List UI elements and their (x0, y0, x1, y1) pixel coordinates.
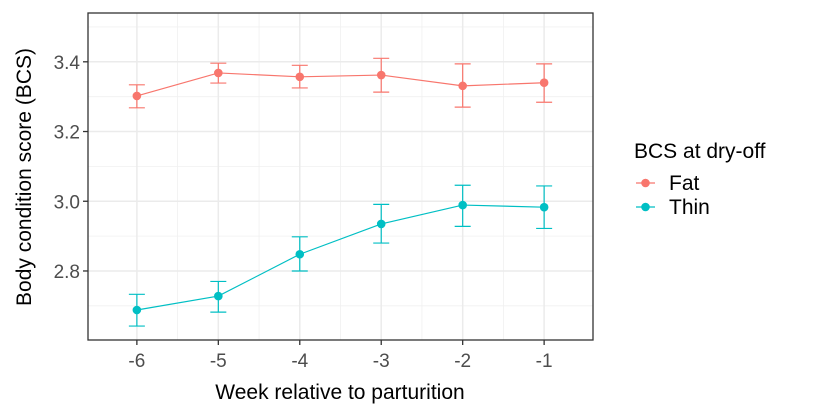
y-tick-label: 2.8 (54, 262, 80, 283)
y-axis: 2.8 3.0 3.2 3.4 (54, 53, 88, 283)
x-tick-label: -1 (536, 351, 553, 372)
legend-item-thin: Thin (636, 196, 710, 219)
panel-border (87, 12, 594, 341)
y-tick-label: 3.2 (54, 123, 80, 144)
x-axis: -6 -5 -4 -3 -2 -1 (128, 340, 553, 372)
x-axis-title: Week relative to parturition (215, 381, 464, 404)
series-thin (128, 184, 553, 327)
x-tick-label: -5 (210, 351, 227, 372)
series-layer (128, 57, 553, 327)
series-line-fat (136, 72, 545, 97)
data-point-thin (214, 291, 223, 301)
legend-title: BCS at dry-off (634, 140, 766, 163)
grid-minor (88, 13, 593, 340)
data-point-thin (132, 305, 142, 315)
series-line-thin (136, 204, 545, 311)
y-tick-label: 3.4 (54, 53, 81, 74)
data-point-fat (132, 91, 142, 101)
legend: BCS at dry-off Fat Thin (634, 140, 766, 219)
series-fat (128, 57, 553, 109)
legend-key-point-fat (641, 178, 650, 188)
data-point-fat (458, 81, 467, 91)
legend-item-fat: Fat (636, 172, 700, 195)
legend-label-thin: Thin (669, 196, 710, 219)
legend-label-fat: Fat (669, 172, 700, 195)
x-tick-label: -6 (128, 351, 145, 372)
data-point-fat (295, 72, 305, 82)
x-tick-label: -2 (454, 351, 471, 372)
x-tick-label: -3 (373, 351, 390, 372)
y-axis-title: Body condition score (BCS) (13, 48, 36, 306)
legend-key-point-thin (641, 202, 650, 212)
data-point-thin (539, 202, 549, 212)
data-point-fat (214, 68, 223, 78)
data-point-fat (539, 78, 549, 88)
data-point-thin (295, 249, 305, 259)
x-tick-label: -4 (291, 351, 308, 372)
data-point-thin (376, 219, 386, 229)
data-point-fat (376, 70, 386, 80)
data-point-thin (458, 200, 467, 210)
y-tick-label: 3.0 (54, 192, 80, 213)
